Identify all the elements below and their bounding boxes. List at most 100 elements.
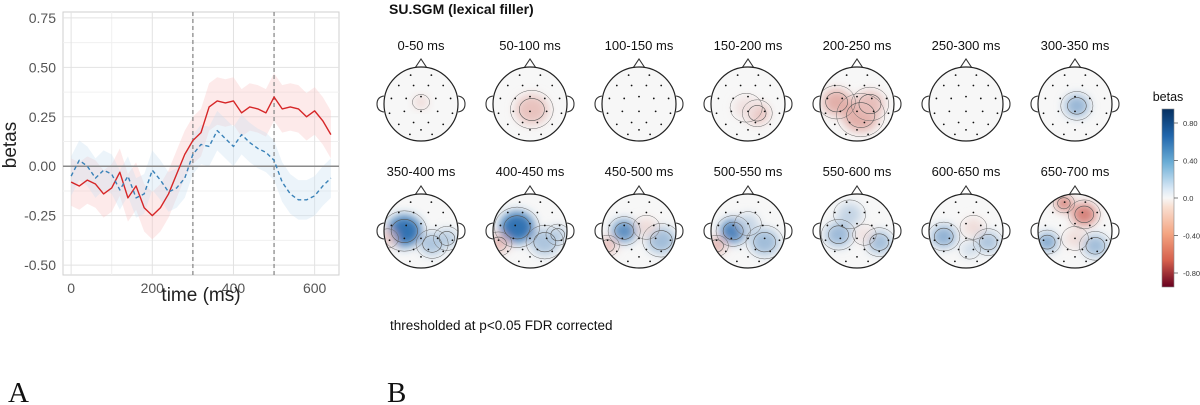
electrode-dot <box>1096 250 1099 253</box>
electrode-dot <box>754 84 757 87</box>
electrode-dot <box>420 256 422 258</box>
activity-blob <box>1038 232 1058 252</box>
electrode-dot <box>747 256 749 258</box>
x-tick-label: 200 <box>141 280 165 296</box>
contour-line <box>748 105 767 122</box>
electrode-dot <box>933 239 936 242</box>
topomap: 650-700 ms <box>1030 164 1120 269</box>
y-tick-labels: 0.75 0.50 0.25 0.00 -0.25 -0.50 <box>24 10 56 273</box>
electrode-dot <box>497 239 500 242</box>
topomap-label: 600-650 ms <box>932 164 1001 179</box>
activity-blob <box>855 91 885 117</box>
electrode-dot <box>933 112 936 115</box>
electrode-dot <box>870 224 873 227</box>
contour-line <box>412 94 430 111</box>
electrodes <box>497 74 563 136</box>
electrode-dot <box>887 239 890 242</box>
left-ear-icon <box>703 222 712 240</box>
electrode-dot <box>1074 95 1076 98</box>
colorbar-tick-label: -0.40 <box>1183 232 1200 241</box>
electrode-dot <box>403 237 406 240</box>
electrode-dot <box>976 260 978 263</box>
electrode-dot <box>867 133 869 136</box>
contour-line <box>1057 197 1071 210</box>
electrode-dot <box>975 74 978 77</box>
electrode-dot <box>1090 110 1093 113</box>
topomap-label: 500-550 ms <box>714 164 783 179</box>
electrode-dot <box>754 248 757 251</box>
electrode-dot <box>1074 222 1076 225</box>
electrode-dot <box>757 74 760 77</box>
electrode-dot <box>987 123 990 126</box>
electrode-dot <box>987 84 990 87</box>
electrode-dot <box>754 121 757 124</box>
topomap: 400-450 ms <box>485 164 575 269</box>
electrode-dot <box>420 237 422 240</box>
electrode-dot <box>645 121 648 124</box>
electrode-dot <box>739 84 742 87</box>
electrode-dot <box>539 74 542 77</box>
electrode-dot <box>497 112 500 115</box>
nose-icon <box>850 58 864 69</box>
series-lines <box>70 96 332 217</box>
electrode-dot <box>649 260 651 263</box>
electrode-dot <box>536 211 539 214</box>
head-outline <box>819 66 895 142</box>
electrode-dot <box>521 84 524 87</box>
left-ear-icon <box>921 95 930 113</box>
electrode-dot <box>987 211 990 214</box>
electrode-dot <box>948 237 951 240</box>
electrode-dot <box>870 97 873 100</box>
contour-line <box>550 228 565 242</box>
contour-line <box>753 232 776 253</box>
head-outline <box>383 66 459 142</box>
electrode-dot <box>972 121 975 124</box>
electrode-dot <box>1088 224 1091 227</box>
electrode-dot <box>627 260 629 263</box>
topomap: 300-350 ms <box>1030 38 1120 142</box>
activity-layer <box>510 90 554 130</box>
electrode-dot <box>397 123 400 126</box>
nose-icon <box>414 185 428 196</box>
electrode-dot <box>996 112 999 115</box>
electrode-dot <box>776 224 779 227</box>
electrode-dot <box>638 222 640 225</box>
electrode-dot <box>1042 112 1045 115</box>
activity-layer <box>821 199 894 257</box>
electrode-dot <box>1090 237 1093 240</box>
head-outline <box>492 66 568 142</box>
electrode-dot <box>442 123 445 126</box>
electrode-dot <box>645 248 648 251</box>
electrode-dot <box>529 129 531 131</box>
electrode-dot <box>747 237 749 240</box>
topomap-label: 350-400 ms <box>387 164 456 179</box>
topomap-label: 650-700 ms <box>1041 164 1110 179</box>
electrode-dot <box>747 222 749 225</box>
topomap-label: 100-150 ms <box>605 38 674 53</box>
electrode-dot <box>630 211 633 214</box>
topomap-label: 250-300 ms <box>932 38 1001 53</box>
electrode-dot <box>833 250 836 253</box>
electrode-dot <box>942 250 945 253</box>
topomap: 150-200 ms <box>703 38 793 142</box>
electrode-dot <box>630 121 633 124</box>
topomap-label: 300-350 ms <box>1041 38 1110 53</box>
y-axis-label: betas <box>0 122 21 168</box>
electrode-dot <box>1085 133 1087 136</box>
contour-line <box>729 93 763 123</box>
electrode-dot <box>965 256 967 258</box>
contour-line <box>642 223 676 258</box>
electrode-dot <box>545 110 548 113</box>
electrode-dot <box>976 133 978 136</box>
electrode-dot <box>732 97 735 100</box>
electrode-dot <box>824 112 827 115</box>
electrode-dot <box>560 239 563 242</box>
electrode-dot <box>514 224 517 227</box>
colorbar: betas 0.80 0.40 0.0 -0.40 -0.80 <box>1153 90 1200 288</box>
electrode-dot <box>654 237 657 240</box>
electrodes <box>1042 74 1108 136</box>
electrode-dot <box>529 222 531 225</box>
electrode-dot <box>975 201 978 204</box>
topomap: 250-300 ms <box>921 38 1011 142</box>
electrode-dot <box>412 84 415 87</box>
